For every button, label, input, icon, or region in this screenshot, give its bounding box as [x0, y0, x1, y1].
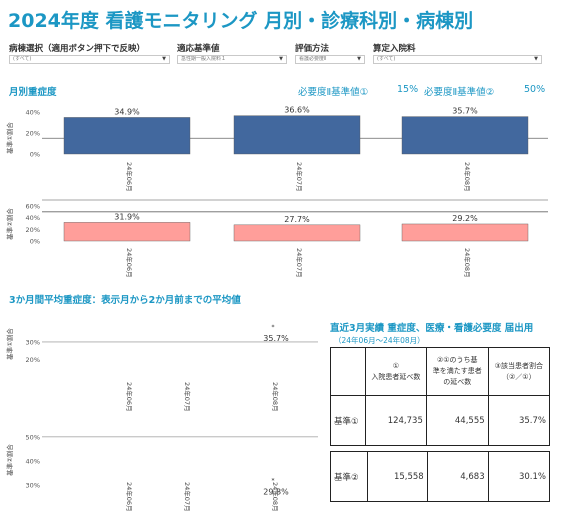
average-criterion1-chart: 基準①割合 30% 20% 24年06月 24年07月 * 35.7% 24年08月	[5, 324, 318, 412]
y-axis-title: 基準①割合	[5, 122, 14, 154]
bar	[233, 224, 361, 242]
data-label: 29.2%	[452, 214, 478, 223]
method-select[interactable]: 看護必要度Ⅱ ▼	[295, 55, 365, 64]
x-tick-label: 24年08月	[271, 382, 280, 412]
bar	[63, 117, 191, 155]
table-title: 直近3月実績 重症度、医療・看護必要度 届出用	[330, 323, 534, 334]
admission-fee-select-value: (すべて)	[377, 56, 396, 62]
reference1-label: 必要度Ⅱ基準値①	[298, 87, 369, 98]
x-tick-label: 24年07月	[183, 382, 192, 412]
y-tick-label: 30%	[26, 482, 40, 490]
data-point: *	[272, 324, 275, 331]
ward-select-value: (すべて)	[13, 56, 32, 62]
y-tick-label: 0%	[30, 238, 40, 246]
reference2-value: 50%	[524, 84, 546, 95]
chevron-down-icon: ▼	[534, 56, 538, 62]
admission-fee-select-label: 算定入院料	[373, 44, 416, 54]
criteria-select-value: 急性期一般入院料１	[181, 56, 227, 62]
x-tick-label: 24年06月	[125, 382, 134, 412]
table-subtitle: （24年06月～24年08月）	[334, 336, 425, 345]
criteria-select[interactable]: 急性期一般入院料１ ▼	[177, 55, 287, 64]
x-tick-label: 24年06月	[125, 248, 134, 278]
bar	[233, 115, 361, 155]
data-label: 34.9%	[114, 107, 140, 116]
data-label: 27.7%	[284, 215, 310, 224]
x-tick-label: 24年08月	[463, 248, 472, 278]
x-tick-label: 24年08月	[463, 162, 472, 192]
y-tick-label: 40%	[26, 109, 40, 117]
column-header-inpatients: ① 入院患者延べ数	[364, 347, 427, 396]
page-title: 2024年度 看護モニタリング 月別・診療科別・病棟別	[8, 10, 474, 32]
x-tick-label: 24年06月	[125, 482, 134, 512]
method-select-label: 評価方法	[295, 44, 330, 54]
monthly-criterion1-chart: 基準①割合 40% 20% 0% 34.9% 24年06月 36.6% 24年07月 35.7…	[5, 106, 548, 192]
data-label: 35.7%	[263, 334, 289, 343]
reference2-label: 必要度Ⅱ基準値②	[424, 87, 495, 98]
average-criterion2-chart: 基準②割合 50% 40% 30% 24年06月 24年07月 * 29.8%24年08月	[5, 433, 318, 512]
ward-select[interactable]: (すべて) ▼	[9, 55, 170, 64]
reference1-value: 15%	[397, 84, 419, 95]
y-axis-title: 基準②割合	[5, 444, 14, 476]
y-axis-title: 基準①割合	[5, 328, 14, 360]
y-tick-label: 20%	[26, 226, 40, 234]
monthly-heading: 月別重症度	[9, 87, 57, 98]
data-label: 29.8%	[263, 488, 289, 497]
y-axis-title: 基準②割合	[5, 208, 14, 240]
criteria-select-label: 適応基準値	[177, 44, 220, 54]
table-row: 基準① 124,735 44,555 35.7%	[330, 395, 551, 446]
x-tick-label: 24年08月	[271, 482, 280, 512]
bar	[401, 223, 529, 242]
y-tick-label: 20%	[26, 356, 40, 364]
ward-select-label: 病棟選択（適用ボタン押下で反映）	[9, 44, 146, 54]
data-point: *	[272, 478, 275, 485]
y-tick-label: 40%	[26, 458, 40, 466]
x-tick-label: 24年06月	[125, 162, 134, 192]
data-label: 35.7%	[452, 107, 478, 116]
x-tick-label: 24年07月	[295, 162, 304, 192]
y-tick-label: 60%	[26, 203, 40, 211]
y-tick-label: 20%	[26, 130, 40, 138]
x-tick-label: 24年07月	[295, 248, 304, 278]
table-row: 基準② 15,558 4,683 30.1%	[330, 451, 551, 502]
x-tick-label: 24年07月	[183, 482, 192, 512]
y-tick-label: 30%	[26, 338, 40, 346]
method-select-value: 看護必要度Ⅱ	[299, 56, 327, 62]
chevron-down-icon: ▼	[357, 56, 361, 62]
monthly-criterion2-chart: 基準②割合 60% 40% 20% 0% 31.9% 24年06月 27.7% 24年07月 2…	[5, 199, 548, 278]
column-header-ratio: ③該当患者割合 （②／①）	[487, 347, 551, 396]
average-heading: 3か月間平均重症度：表示月から2か月前までの平均値	[9, 295, 241, 306]
chevron-down-icon: ▼	[162, 56, 166, 62]
data-label: 36.6%	[284, 106, 310, 115]
report-table: ① 入院患者延べ数 ②①のうち基 準を満たす患者 の延べ数 ③該当患者割合 （②…	[330, 347, 551, 502]
y-tick-label: 50%	[26, 433, 40, 441]
bar	[401, 116, 529, 155]
y-tick-label: 0%	[30, 151, 40, 159]
column-header-meeting: ②①のうち基 準を満たす患者 の延べ数	[425, 347, 489, 396]
data-label: 31.9%	[114, 212, 140, 221]
admission-fee-select[interactable]: (すべて) ▼	[373, 55, 542, 64]
chevron-down-icon: ▼	[279, 56, 283, 62]
y-tick-label: 40%	[26, 214, 40, 222]
bar	[63, 222, 191, 242]
